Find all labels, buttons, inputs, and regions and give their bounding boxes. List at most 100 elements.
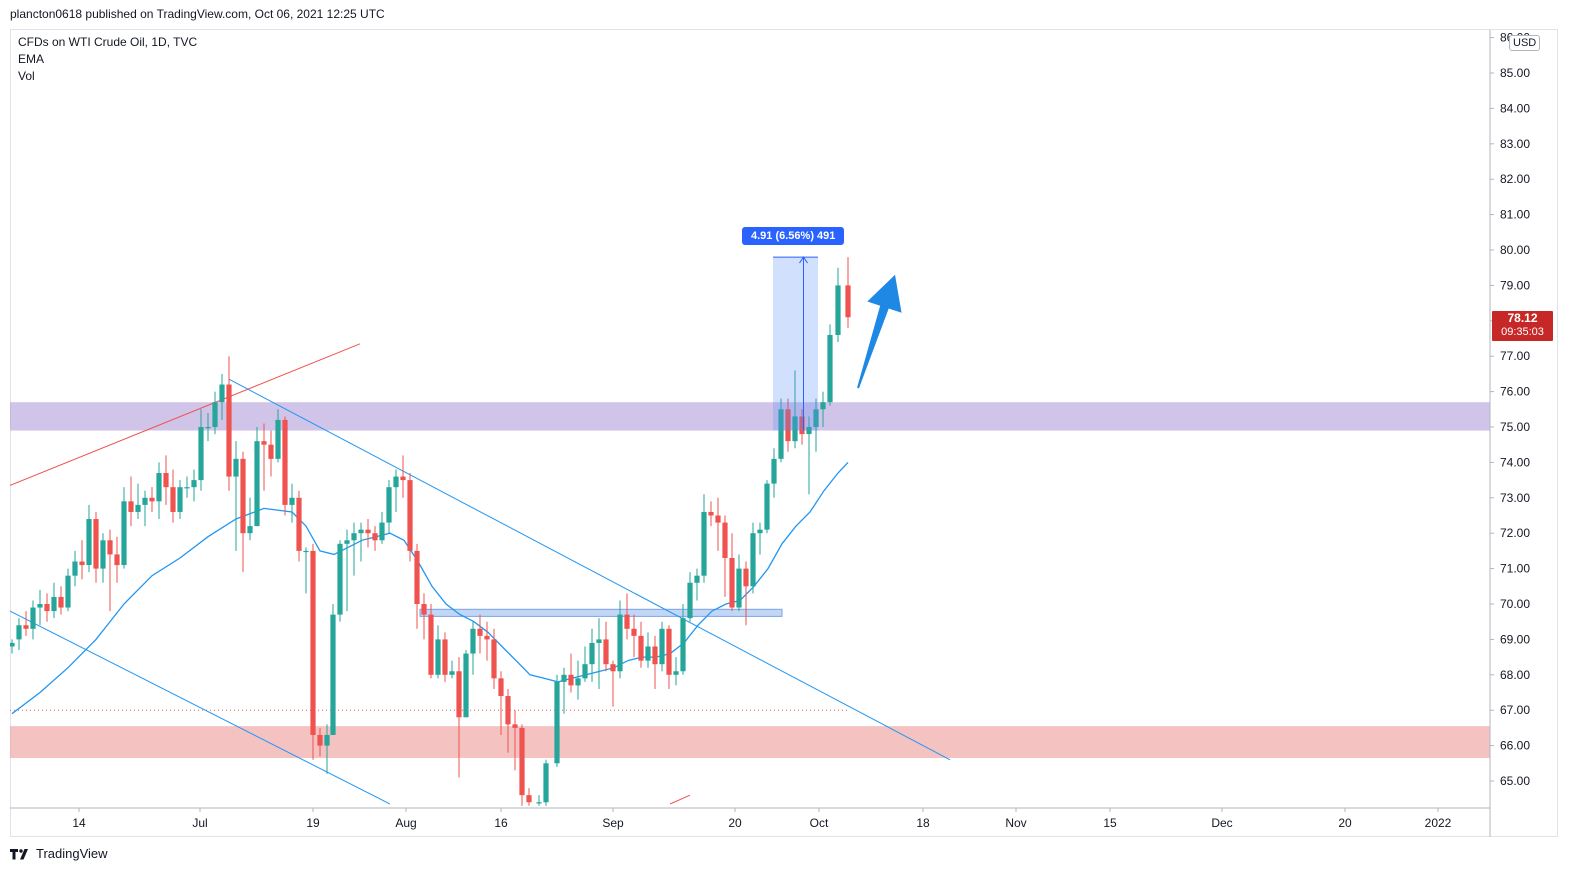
candle-body: [715, 515, 721, 523]
candle: [582, 646, 588, 682]
candle-body: [268, 444, 274, 459]
candle-body: [526, 795, 532, 803]
candle: [820, 391, 826, 427]
candle: [212, 391, 218, 435]
candle-body: [149, 497, 155, 502]
candle: [680, 604, 686, 675]
candle-body: [379, 522, 385, 541]
candle-body: [414, 550, 420, 604]
legend-vol[interactable]: Vol: [18, 69, 35, 83]
x-tick-label: 19: [306, 816, 320, 830]
candle-body: [442, 639, 448, 675]
candle: [673, 657, 679, 686]
candle-body: [44, 604, 50, 612]
chart-frame: [10, 29, 1558, 837]
measure-box: [773, 257, 818, 431]
currency-badge[interactable]: USD: [1509, 35, 1541, 51]
candle-body: [79, 561, 85, 566]
candle-body: [310, 550, 316, 735]
last-price-tag: 78.12 09:35:03: [1492, 311, 1553, 341]
candle-body: [10, 642, 15, 647]
candle: [226, 356, 232, 491]
candle-body: [463, 653, 469, 718]
candle: [86, 504, 92, 573]
y-tick-label: 82.00: [1500, 172, 1530, 186]
zones-layer: [10, 402, 1490, 758]
candle: [694, 568, 700, 601]
measure-label[interactable]: 4.91 (6.56%) 491: [742, 227, 845, 245]
candle: [456, 657, 462, 778]
candle-body: [536, 802, 542, 804]
candle: [372, 526, 378, 551]
candle-body: [484, 635, 490, 640]
candle: [750, 522, 756, 594]
y-tick-label: 81.00: [1500, 208, 1530, 222]
candle-body: [435, 639, 441, 675]
candle-body: [743, 568, 749, 587]
candle: [135, 483, 141, 520]
candle-body: [428, 614, 434, 675]
candle: [575, 660, 581, 700]
candle: [526, 788, 532, 806]
y-tick-label: 68.00: [1500, 668, 1530, 682]
candle: [191, 469, 197, 502]
candle-body: [240, 458, 246, 534]
candle-body: [722, 522, 728, 558]
candle-body: [554, 681, 560, 764]
candle-body: [198, 427, 204, 481]
x-tick-label: Nov: [1005, 816, 1026, 830]
candle-body: [757, 529, 763, 534]
candle: [100, 533, 106, 583]
candle: [121, 487, 127, 569]
candle: [442, 632, 448, 682]
candle: [351, 522, 357, 576]
candle: [247, 497, 253, 541]
candle-body: [568, 674, 574, 686]
candle-body: [289, 497, 295, 505]
candle: [610, 660, 616, 707]
y-tick-label: 65.00: [1500, 774, 1530, 788]
candle-body: [337, 543, 343, 615]
candle: [491, 628, 497, 689]
candle: [163, 455, 169, 505]
candle-body: [191, 480, 197, 488]
candle-body: [589, 642, 595, 665]
candle-body: [845, 285, 851, 318]
candle: [358, 522, 364, 562]
candle-body: [708, 511, 714, 516]
legend-ema[interactable]: EMA: [18, 52, 45, 66]
legend-symbol[interactable]: CFDs on WTI Crude Oil, 1D, TVC: [18, 35, 198, 49]
candle: [23, 611, 29, 636]
candle: [16, 618, 22, 651]
y-tick-label: 70.00: [1500, 597, 1530, 611]
candle-body: [729, 557, 735, 608]
tradingview-footer[interactable]: TradingView: [10, 846, 108, 861]
candle: [282, 416, 288, 516]
candle-body: [72, 561, 78, 576]
y-tick-label: 76.00: [1500, 385, 1530, 399]
measure-arrowhead: [799, 256, 808, 264]
candle: [149, 487, 155, 512]
candle-body: [142, 497, 148, 505]
candle-body: [771, 458, 777, 484]
breakout-arrow-icon: [857, 274, 902, 389]
candle-body: [645, 646, 651, 661]
candle-body: [687, 582, 693, 619]
candle-body: [778, 409, 784, 459]
candle-body: [30, 607, 36, 629]
candle-body: [680, 618, 686, 672]
candle-body: [324, 734, 330, 746]
candle-body: [694, 575, 700, 583]
candle: [72, 550, 78, 587]
trendline-2: [228, 378, 951, 761]
candle: [240, 451, 246, 573]
candle-body: [673, 671, 679, 675]
candle: [638, 621, 644, 668]
candle: [498, 671, 504, 735]
candle-body: [835, 285, 841, 335]
candle: [603, 621, 609, 672]
y-tick-label: 67.00: [1500, 703, 1530, 717]
candle: [771, 448, 777, 498]
x-tick-label: 15: [1103, 816, 1117, 830]
